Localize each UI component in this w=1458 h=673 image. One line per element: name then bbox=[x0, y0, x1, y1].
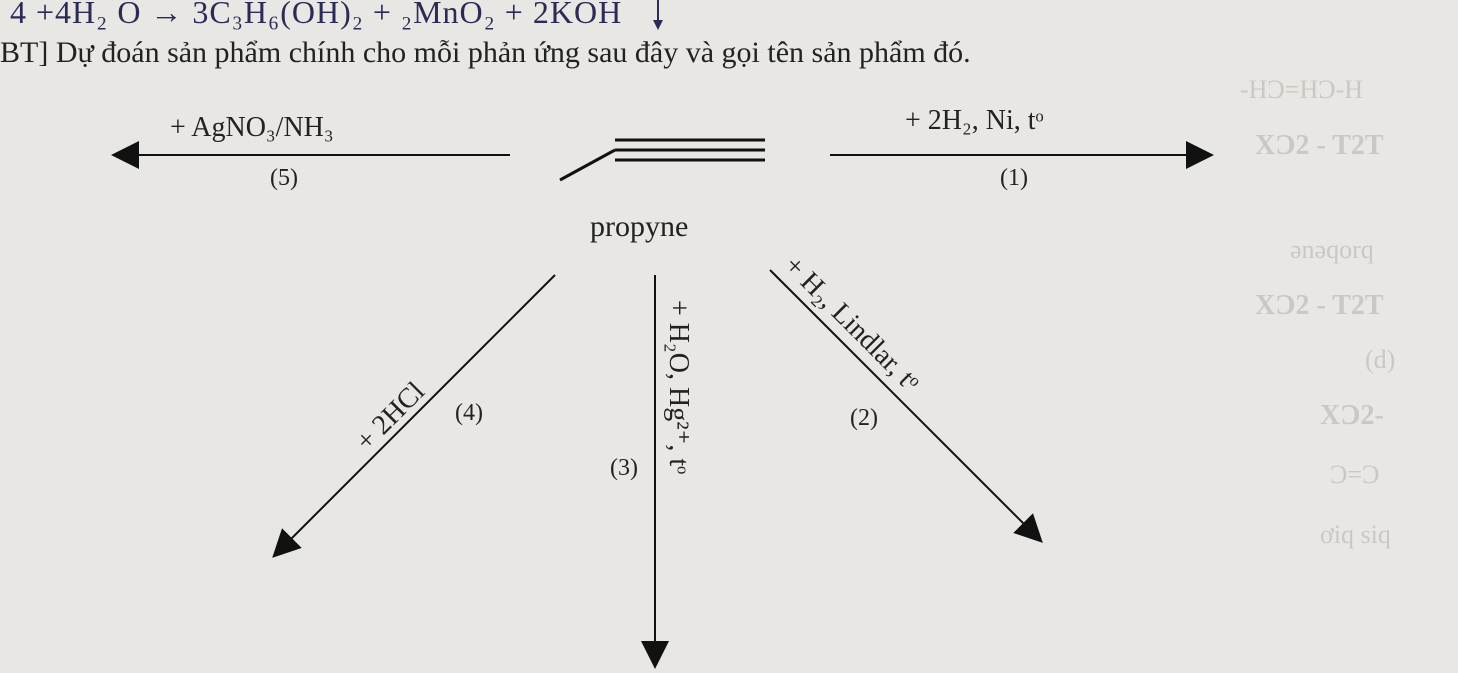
faint-a-text: -HƆ=HƆ-H bbox=[1240, 75, 1363, 104]
r1-top-text: + 2H₂, Ni, tᵒ bbox=[905, 105, 1044, 136]
faint-d: XƆ2 - T2T bbox=[1255, 290, 1384, 322]
faint-c: ənəqorq bbox=[1290, 235, 1374, 265]
r3-label-text: + H₂O, Hg²⁺, tᵒ bbox=[663, 300, 694, 474]
faint-b-text: XƆ2 - T2T bbox=[1255, 130, 1384, 161]
r1-bottom-text: (1) bbox=[1000, 165, 1028, 191]
faint-g: Ɔ=Ɔ bbox=[1330, 460, 1379, 490]
handwritten-text: 4 +4H₂ O → 3C₃H₆(OH)₂ + ₂MnO₂ + 2KOH bbox=[10, 0, 622, 30]
r4-label: + 2HCl bbox=[350, 376, 432, 458]
r2-label-text: + H₂, Lindlar, tᵒ bbox=[778, 250, 926, 398]
faint-g-text: Ɔ=Ɔ bbox=[1330, 460, 1379, 489]
r4-num: (4) bbox=[455, 400, 483, 427]
faint-f-text: XƆ2- bbox=[1320, 400, 1384, 431]
faint-e-text: (d) bbox=[1365, 345, 1395, 374]
question-prefix: BT] bbox=[0, 36, 48, 69]
r2-num: (2) bbox=[850, 405, 878, 432]
faint-f: XƆ2- bbox=[1320, 400, 1384, 432]
question-line: BT] Dự đoán sản phẩm chính cho mỗi phản … bbox=[0, 36, 1458, 70]
r5-bottom-text: (5) bbox=[270, 165, 298, 191]
center-label-text: propyne bbox=[590, 210, 688, 243]
r1-bottom: (1) bbox=[1000, 165, 1028, 192]
r2-label: + H₂, Lindlar, tᵒ bbox=[777, 250, 925, 398]
faint-e: (d) bbox=[1365, 345, 1395, 375]
faint-b: XƆ2 - T2T bbox=[1255, 130, 1384, 162]
faint-c-text: ənəqorq bbox=[1290, 235, 1374, 264]
question-text: Dự đoán sản phẩm chính cho mỗi phản ứng … bbox=[56, 36, 971, 69]
faint-h-text: ơiq siq bbox=[1320, 520, 1391, 549]
center-label: propyne bbox=[590, 210, 688, 244]
faint-h: ơiq siq bbox=[1320, 520, 1391, 550]
r5-bottom: (5) bbox=[270, 165, 298, 192]
handwritten-chem: 4 +4H₂ O → 3C₃H₆(OH)₂ + ₂MnO₂ + 2KOH bbox=[10, 0, 622, 31]
r3-num: (3) bbox=[610, 455, 638, 482]
r5-top: + AgNO₃/NH₃ bbox=[170, 112, 334, 144]
r5-top-text: + AgNO₃/NH₃ bbox=[170, 112, 334, 143]
r3-label: + H₂O, Hg²⁺, tᵒ bbox=[662, 300, 695, 474]
r3-num-text: (3) bbox=[610, 455, 638, 481]
r4-label-text: + 2HCl bbox=[350, 376, 431, 457]
faint-a: -HƆ=HƆ-H bbox=[1240, 75, 1363, 105]
r1-top: + 2H₂, Ni, tᵒ bbox=[905, 105, 1044, 137]
faint-d-text: XƆ2 - T2T bbox=[1255, 290, 1384, 321]
r4-num-text: (4) bbox=[455, 400, 483, 426]
r2-num-text: (2) bbox=[850, 405, 878, 431]
